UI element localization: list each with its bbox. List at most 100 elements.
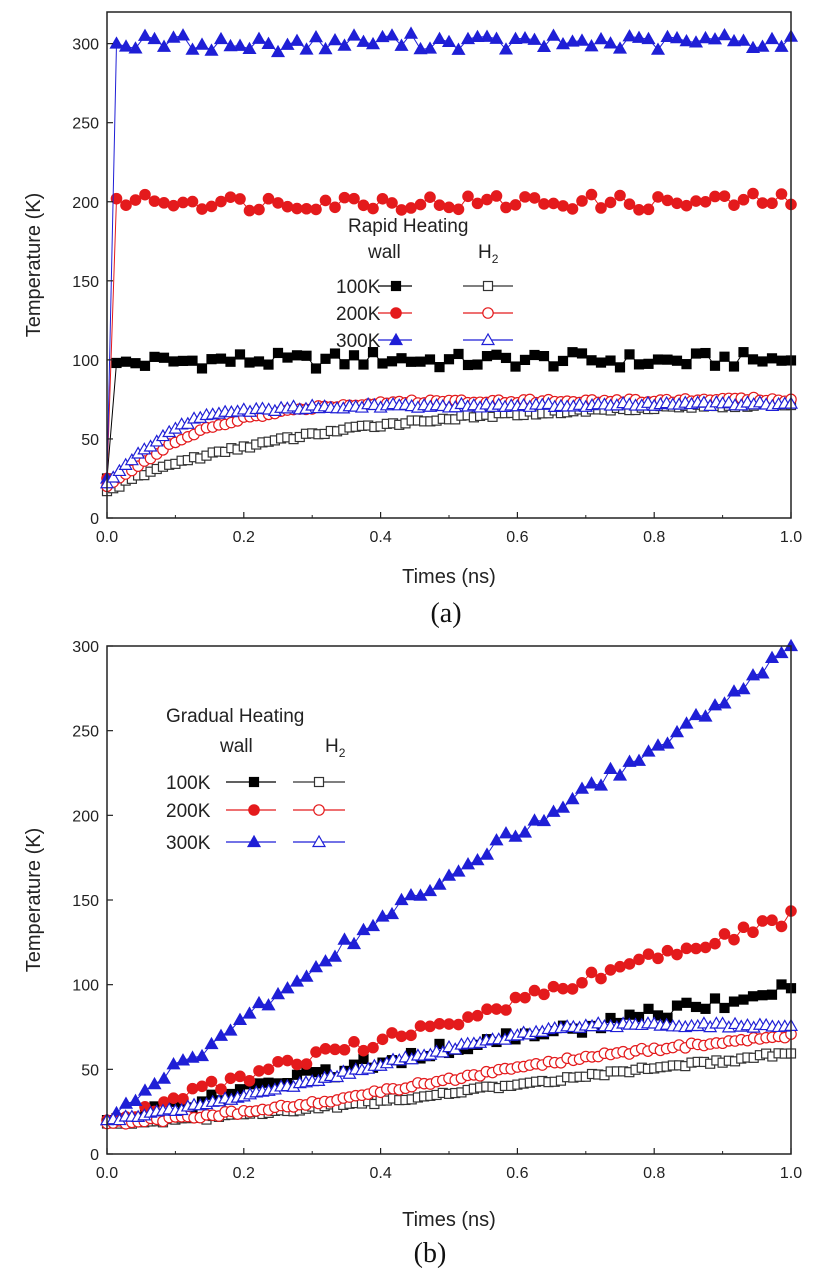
data-point — [460, 31, 476, 45]
x-tick-label: 0.4 — [369, 1165, 391, 1182]
y-tick-label: 150 — [72, 274, 99, 291]
data-point — [128, 1093, 143, 1106]
data-point — [251, 995, 267, 1009]
data-point — [491, 349, 502, 360]
data-point — [318, 41, 333, 55]
data-point — [177, 196, 189, 209]
y-tick-label: 150 — [72, 893, 99, 910]
data-point — [310, 203, 322, 216]
chart-panel-b: 0.0 0.2 0.4 0.6 0.8 1.0 0 50 100 150 200 250 300 Tim… — [23, 638, 802, 1269]
legend-marker — [480, 332, 496, 346]
y-tick-label: 50 — [81, 432, 99, 449]
data-point — [576, 976, 588, 989]
data-point — [289, 974, 305, 987]
data-point — [156, 1071, 172, 1084]
data-point — [614, 960, 626, 973]
data-point — [641, 744, 656, 757]
data-point — [699, 195, 712, 208]
plot-frame-a — [106, 11, 792, 519]
data-point — [755, 39, 770, 52]
data-point — [111, 357, 122, 369]
data-point — [498, 42, 514, 55]
data-point — [766, 914, 778, 927]
data-point — [728, 996, 740, 1007]
data-point — [766, 197, 778, 210]
data-point — [394, 38, 409, 51]
data-point — [728, 199, 740, 211]
data-point — [270, 44, 286, 58]
data-point — [280, 981, 295, 994]
legend-marker — [313, 776, 325, 788]
data-point — [529, 349, 540, 361]
data-point — [223, 38, 238, 52]
data-point — [604, 196, 617, 209]
data-point — [434, 1038, 445, 1050]
data-point — [414, 1020, 427, 1032]
data-point — [776, 979, 787, 990]
data-point — [395, 204, 408, 216]
data-point — [272, 197, 284, 209]
data-point — [738, 994, 749, 1005]
data-point — [318, 954, 333, 967]
data-point — [441, 868, 457, 881]
data-point — [614, 362, 626, 373]
data-point — [109, 36, 124, 49]
data-point — [130, 358, 141, 369]
data-point — [242, 41, 257, 55]
data-point — [489, 833, 504, 846]
y-axis-label-b: Temperature (K) — [23, 828, 45, 973]
data-point — [206, 354, 217, 365]
series-h2-300k — [99, 1016, 799, 1126]
data-point — [376, 192, 389, 205]
data-point — [671, 1000, 683, 1011]
y-tick-label: 100 — [72, 978, 99, 995]
legend-a: Rapid Heating wall H2 100K 200K 300K — [336, 216, 513, 352]
data-point — [688, 35, 704, 48]
legend-row-label: 100K — [166, 773, 211, 794]
data-point — [671, 355, 683, 366]
data-point — [403, 887, 419, 901]
data-point — [536, 813, 552, 827]
data-point — [726, 684, 742, 697]
data-point — [500, 1004, 512, 1016]
data-point — [356, 34, 371, 47]
data-point — [253, 203, 265, 216]
data-point — [538, 351, 550, 362]
data-point — [262, 192, 275, 205]
data-point — [679, 716, 694, 729]
data-point — [557, 982, 569, 995]
data-point — [224, 191, 237, 203]
data-point — [422, 883, 438, 897]
data-point — [395, 1030, 408, 1043]
data-point — [605, 355, 616, 366]
data-point — [585, 966, 598, 979]
legend-col-wall-a: wall — [367, 242, 401, 263]
data-point — [194, 1048, 210, 1062]
data-point — [124, 452, 139, 466]
data-point — [709, 937, 721, 950]
data-point — [243, 1075, 256, 1087]
data-point — [766, 989, 778, 1000]
y-tick-label: 0 — [90, 511, 99, 528]
data-point — [631, 30, 647, 43]
data-point — [186, 1082, 199, 1095]
data-point — [471, 197, 484, 210]
legend-title-a: Rapid Heating — [348, 216, 468, 237]
data-point — [242, 1006, 257, 1019]
data-point — [527, 32, 542, 45]
data-point — [593, 31, 609, 45]
data-point — [745, 668, 761, 681]
data-point — [196, 1080, 208, 1093]
legend-col-h2-b: H2 — [325, 736, 346, 760]
data-point — [690, 348, 702, 359]
data-point — [234, 349, 246, 360]
data-point — [168, 356, 179, 367]
data-point — [300, 1058, 313, 1070]
data-point — [546, 804, 561, 817]
data-point — [215, 353, 227, 364]
x-axis-label-a: Times (ns) — [402, 566, 496, 588]
data-point — [452, 1018, 465, 1031]
data-point — [538, 988, 550, 1001]
data-point — [764, 650, 780, 663]
data-point — [337, 38, 352, 51]
